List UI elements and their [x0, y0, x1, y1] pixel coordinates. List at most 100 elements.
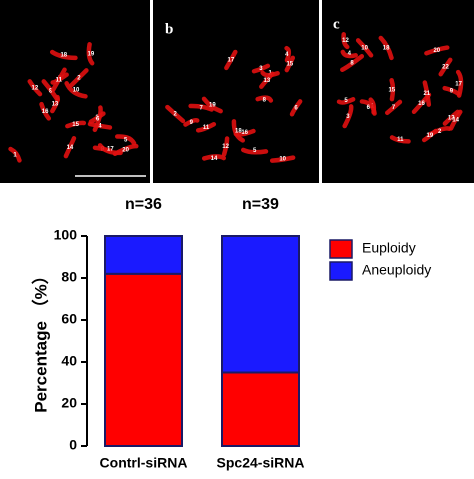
- chromosome-number: 5: [253, 148, 257, 154]
- chromosome: [86, 42, 95, 66]
- chromosome-number: 19: [427, 133, 434, 139]
- legend-swatch: [329, 239, 353, 259]
- chromosome-number: 20: [433, 48, 440, 54]
- chromosome-number: 13: [52, 102, 59, 108]
- panel-label: c: [333, 16, 340, 32]
- chromosome: [112, 143, 139, 157]
- chromosome: [424, 45, 450, 56]
- chromosome-number: 19: [209, 103, 216, 109]
- chromosome: [255, 95, 274, 103]
- panel-b: [153, 0, 319, 183]
- chromosome-number: 10: [279, 157, 286, 163]
- chromosome: [336, 97, 356, 105]
- chromosome-number: 5: [344, 98, 348, 104]
- chromosome-number: 15: [72, 122, 79, 128]
- bar-segment: [104, 235, 183, 275]
- chromosome-number: 9: [450, 88, 454, 94]
- chromosome: [289, 99, 303, 117]
- chromosome: [195, 122, 217, 133]
- annotation: n=36: [125, 196, 162, 213]
- chromosome-number: 4: [98, 123, 102, 129]
- chromosome-number: 2: [77, 75, 81, 81]
- chromosome-number: 13: [264, 78, 271, 84]
- chromosome-number: 21: [423, 91, 430, 97]
- bar-segment: [221, 371, 300, 447]
- chromosome: [64, 81, 88, 99]
- chromosome: [421, 128, 438, 143]
- chromosome: [8, 146, 22, 163]
- chromosome: [448, 109, 463, 131]
- chromosome-number: 2: [438, 129, 442, 135]
- chromosome: [221, 136, 230, 157]
- chromosome-number: 19: [88, 51, 95, 57]
- chromosome: [260, 70, 280, 78]
- chromosome: [65, 120, 87, 129]
- chromosome-number: 15: [286, 62, 293, 68]
- chromosome-number: 9: [190, 120, 194, 126]
- chromosome: [389, 78, 396, 102]
- chromosome: [231, 119, 245, 143]
- chromosome-number: 4: [348, 51, 352, 57]
- chromosome: [341, 32, 350, 50]
- chromosome: [201, 96, 223, 114]
- chromosome: [240, 147, 269, 155]
- panel-label: b: [165, 21, 173, 37]
- y-tick-label: 60: [61, 311, 77, 327]
- chromosome: [49, 49, 78, 61]
- chromosome-number: 4: [285, 52, 289, 58]
- chromosome: [63, 136, 77, 159]
- chromosome-number: 8: [263, 97, 267, 103]
- chromosome: [384, 99, 403, 116]
- annotation: n=39: [242, 196, 279, 213]
- legend-label: Aneuploidy: [362, 262, 431, 278]
- chromosome: [340, 49, 358, 59]
- y-tick-label: 20: [61, 395, 77, 411]
- chromosome: [259, 71, 275, 89]
- chromosome-number: 7: [392, 105, 396, 111]
- chromosome: [39, 101, 51, 121]
- chromosome: [183, 117, 200, 127]
- y-tick-label: 40: [61, 353, 77, 369]
- bar-segment: [104, 272, 183, 447]
- chromosome-number: 6: [294, 105, 298, 111]
- chromosome: [389, 135, 411, 144]
- chromosome-number: 18: [383, 45, 390, 51]
- chromosome: [455, 69, 464, 98]
- chromosome-number: 5: [124, 138, 128, 144]
- chromosome-number: 14: [452, 118, 459, 124]
- chromosome: [27, 79, 43, 97]
- chromosome-number: 11: [56, 77, 63, 83]
- x-tick-label: Spc24-siRNA: [217, 455, 305, 471]
- chromosome: [251, 63, 271, 74]
- chromosome-number: 14: [211, 156, 218, 162]
- chromosome-number: 18: [60, 53, 67, 59]
- legend-swatch: [329, 261, 353, 281]
- chromosome-number: 10: [73, 87, 80, 93]
- chromosome-number: 15: [388, 87, 395, 93]
- y-tick-label: 0: [69, 437, 77, 453]
- chromosome-number: 13: [448, 115, 455, 121]
- chromosome: [342, 104, 354, 129]
- chromosome: [340, 54, 365, 72]
- y-tick-label: 100: [54, 227, 78, 243]
- chromosome: [201, 154, 227, 161]
- chromosome: [438, 57, 453, 77]
- chromosome-number: 11: [203, 125, 210, 131]
- chromosome: [355, 38, 374, 58]
- chromosome: [359, 99, 377, 116]
- chromosome: [50, 94, 60, 114]
- chromosome-number: 12: [32, 85, 39, 91]
- chromosome: [188, 103, 214, 112]
- chromosome-number: 16: [241, 130, 248, 136]
- chromosome-number: 11: [397, 137, 404, 143]
- chromosome-number: 17: [107, 147, 114, 153]
- chromosome: [92, 105, 103, 133]
- chromosome-number: 12: [222, 144, 229, 150]
- chromosome-number: 20: [122, 148, 129, 154]
- chromosome: [87, 121, 113, 130]
- chromosome: [115, 134, 137, 146]
- chromosome: [50, 67, 67, 93]
- chromosome-number: 18: [235, 128, 242, 134]
- chromosome: [442, 85, 461, 96]
